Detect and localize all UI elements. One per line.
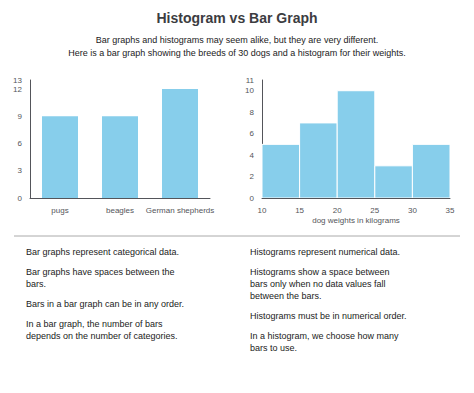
svg-text:10: 10	[245, 86, 254, 95]
svg-text:Bar graphs and histograms may: Bar graphs and histograms may seem alike…	[96, 35, 378, 45]
svg-text:6: 6	[250, 129, 255, 138]
svg-text:6: 6	[18, 139, 23, 148]
svg-text:bars to use.: bars to use.	[250, 343, 297, 353]
svg-text:Histograms represent numerical: Histograms represent numerical data.	[250, 247, 400, 257]
svg-text:bars only when no data values: bars only when no data values fall	[250, 279, 386, 289]
svg-text:Histograms show a space betwee: Histograms show a space between	[250, 267, 390, 277]
svg-text:11: 11	[246, 76, 255, 85]
svg-text:In a bar graph, the number of: In a bar graph, the number of bars	[26, 319, 163, 329]
svg-text:20: 20	[333, 206, 342, 215]
svg-text:13: 13	[13, 76, 22, 85]
svg-text:12: 12	[13, 85, 22, 94]
svg-text:between the bars.: between the bars.	[250, 291, 322, 301]
svg-text:8: 8	[250, 108, 255, 117]
svg-text:Bars in a bar graph can be in: Bars in a bar graph can be in any order.	[26, 299, 184, 309]
svg-text:Histograms must be in numerica: Histograms must be in numerical order.	[250, 311, 407, 321]
svg-text:10: 10	[258, 206, 267, 215]
svg-text:9: 9	[18, 112, 23, 121]
svg-text:Bar graphs represent categoric: Bar graphs represent categorical data.	[26, 247, 179, 257]
svg-text:4: 4	[250, 151, 255, 160]
svg-text:pugs: pugs	[51, 206, 68, 215]
svg-text:30: 30	[408, 206, 417, 215]
svg-text:15: 15	[295, 206, 304, 215]
svg-text:Here is a bar graph showing th: Here is a bar graph showing the breeds o…	[68, 48, 406, 58]
svg-text:beagles: beagles	[106, 206, 134, 215]
svg-text:35: 35	[446, 206, 455, 215]
svg-text:depends on the number of categ: depends on the number of categories.	[26, 331, 178, 341]
svg-text:0: 0	[18, 194, 23, 203]
svg-text:Bar graphs have spaces between: Bar graphs have spaces between the	[26, 267, 175, 277]
svg-text:German shepherds: German shepherds	[146, 206, 214, 215]
svg-text:Histogram vs Bar Graph: Histogram vs Bar Graph	[156, 10, 317, 26]
svg-text:bars.: bars.	[26, 279, 46, 289]
svg-text:In a histogram, we choose how: In a histogram, we choose how many	[250, 331, 399, 341]
svg-text:3: 3	[18, 166, 23, 175]
svg-text:25: 25	[370, 206, 379, 215]
svg-text:2: 2	[250, 172, 255, 181]
svg-text:0: 0	[250, 194, 255, 203]
svg-text:dog weights in kilograms: dog weights in kilograms	[312, 216, 400, 225]
